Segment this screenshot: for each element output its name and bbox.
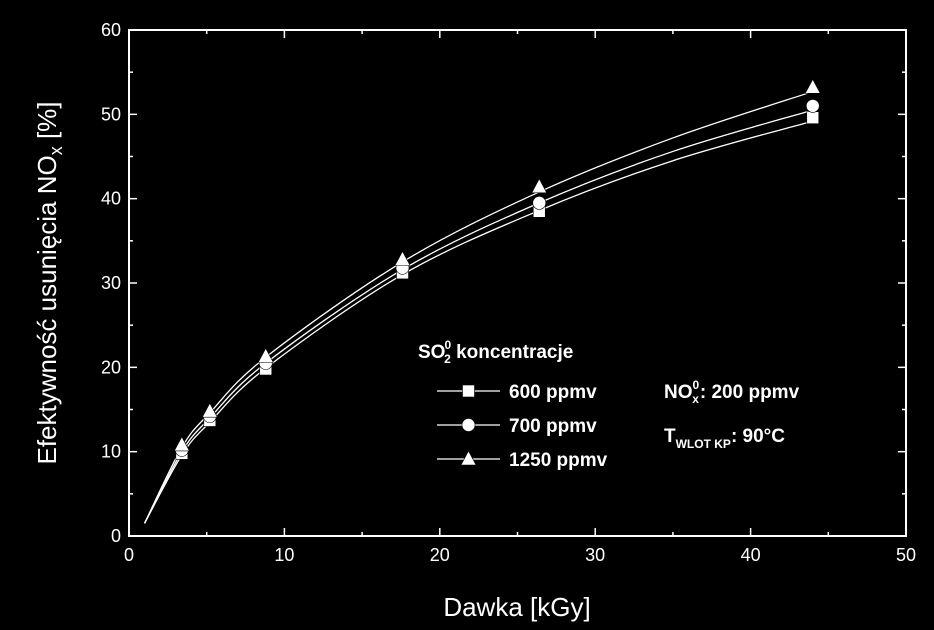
data-point-square xyxy=(806,111,820,125)
annotation-temp-sub: WLOT KP xyxy=(676,437,731,451)
data-point-triangle xyxy=(201,402,218,418)
annotation-temp: TWLOT KP: 90°C xyxy=(664,426,785,451)
y-tick-label: 40 xyxy=(101,189,121,209)
y-axis-title-sub: x xyxy=(46,146,66,155)
legend-marker-triangle xyxy=(460,450,477,466)
y-axis-title-main: Efektywność usunięcia NO xyxy=(32,155,62,464)
legend-items: 600 ppmv 700 ppmv 1250 ppmv xyxy=(437,382,608,471)
y-tick-label: 60 xyxy=(101,20,121,40)
y-tick-label: 10 xyxy=(101,442,121,462)
data-point-circle xyxy=(805,99,820,113)
x-tick-label: 50 xyxy=(896,545,916,565)
ticks xyxy=(128,29,907,537)
y-tick-label: 0 xyxy=(111,526,121,546)
data-point-triangle xyxy=(257,347,274,363)
annotation-temp-main: T xyxy=(664,426,676,447)
annotation-nox-sup: 0 xyxy=(693,378,700,392)
legend-marker-square xyxy=(462,384,475,398)
annotation-temp-tail: : 90°C xyxy=(731,426,785,447)
data-markers xyxy=(173,78,821,460)
annotation-nox-sub: x xyxy=(692,392,699,406)
y-tick-label: 50 xyxy=(101,104,121,124)
y-axis-title: Efektywność usunięcia NOx [%] xyxy=(32,101,66,464)
legend-title-sup: 0 xyxy=(444,338,451,352)
y-tick-label: 20 xyxy=(101,357,121,377)
legend-title-main: SO xyxy=(418,342,445,363)
data-point-circle xyxy=(532,196,547,210)
legend-label: 700 ppmv xyxy=(509,416,597,437)
data-point-triangle xyxy=(394,250,411,266)
data-point-triangle xyxy=(173,436,190,452)
legend-marker-circle xyxy=(461,418,476,432)
x-tick-label: 40 xyxy=(741,545,761,565)
x-tick-label: 30 xyxy=(585,545,605,565)
annotation-nox-tail: : 200 ppmv xyxy=(700,382,800,403)
annotation-nox-main: NO xyxy=(664,382,693,403)
data-point-triangle xyxy=(804,78,821,94)
annotation-nox: NO0 x: 200 ppmv xyxy=(664,378,800,406)
y-axis-title-tail: [%] xyxy=(32,101,62,146)
legend-title-tail: koncentracje xyxy=(451,342,574,363)
x-axis-title: Dawka [kGy] xyxy=(443,592,590,622)
x-tick-label: 20 xyxy=(430,545,450,565)
legend: SO0 2 koncentracje 600 ppmv 700 ppmv 1250 p… xyxy=(418,338,608,471)
data-point-triangle xyxy=(531,178,548,194)
annotations: NO0 x: 200 ppmv TWLOT KP: 90°C xyxy=(664,378,800,451)
legend-label: 600 ppmv xyxy=(509,382,597,403)
y-tick-label: 30 xyxy=(101,273,121,293)
legend-title: SO0 2 koncentracje xyxy=(418,338,573,366)
x-tick-label: 0 xyxy=(124,545,134,565)
fit-curve-1 xyxy=(143,120,813,524)
x-tick-label: 10 xyxy=(274,545,294,565)
legend-title-sub: 2 xyxy=(444,352,451,366)
fit-curve-2 xyxy=(143,109,813,524)
legend-label: 1250 ppmv xyxy=(509,450,608,471)
